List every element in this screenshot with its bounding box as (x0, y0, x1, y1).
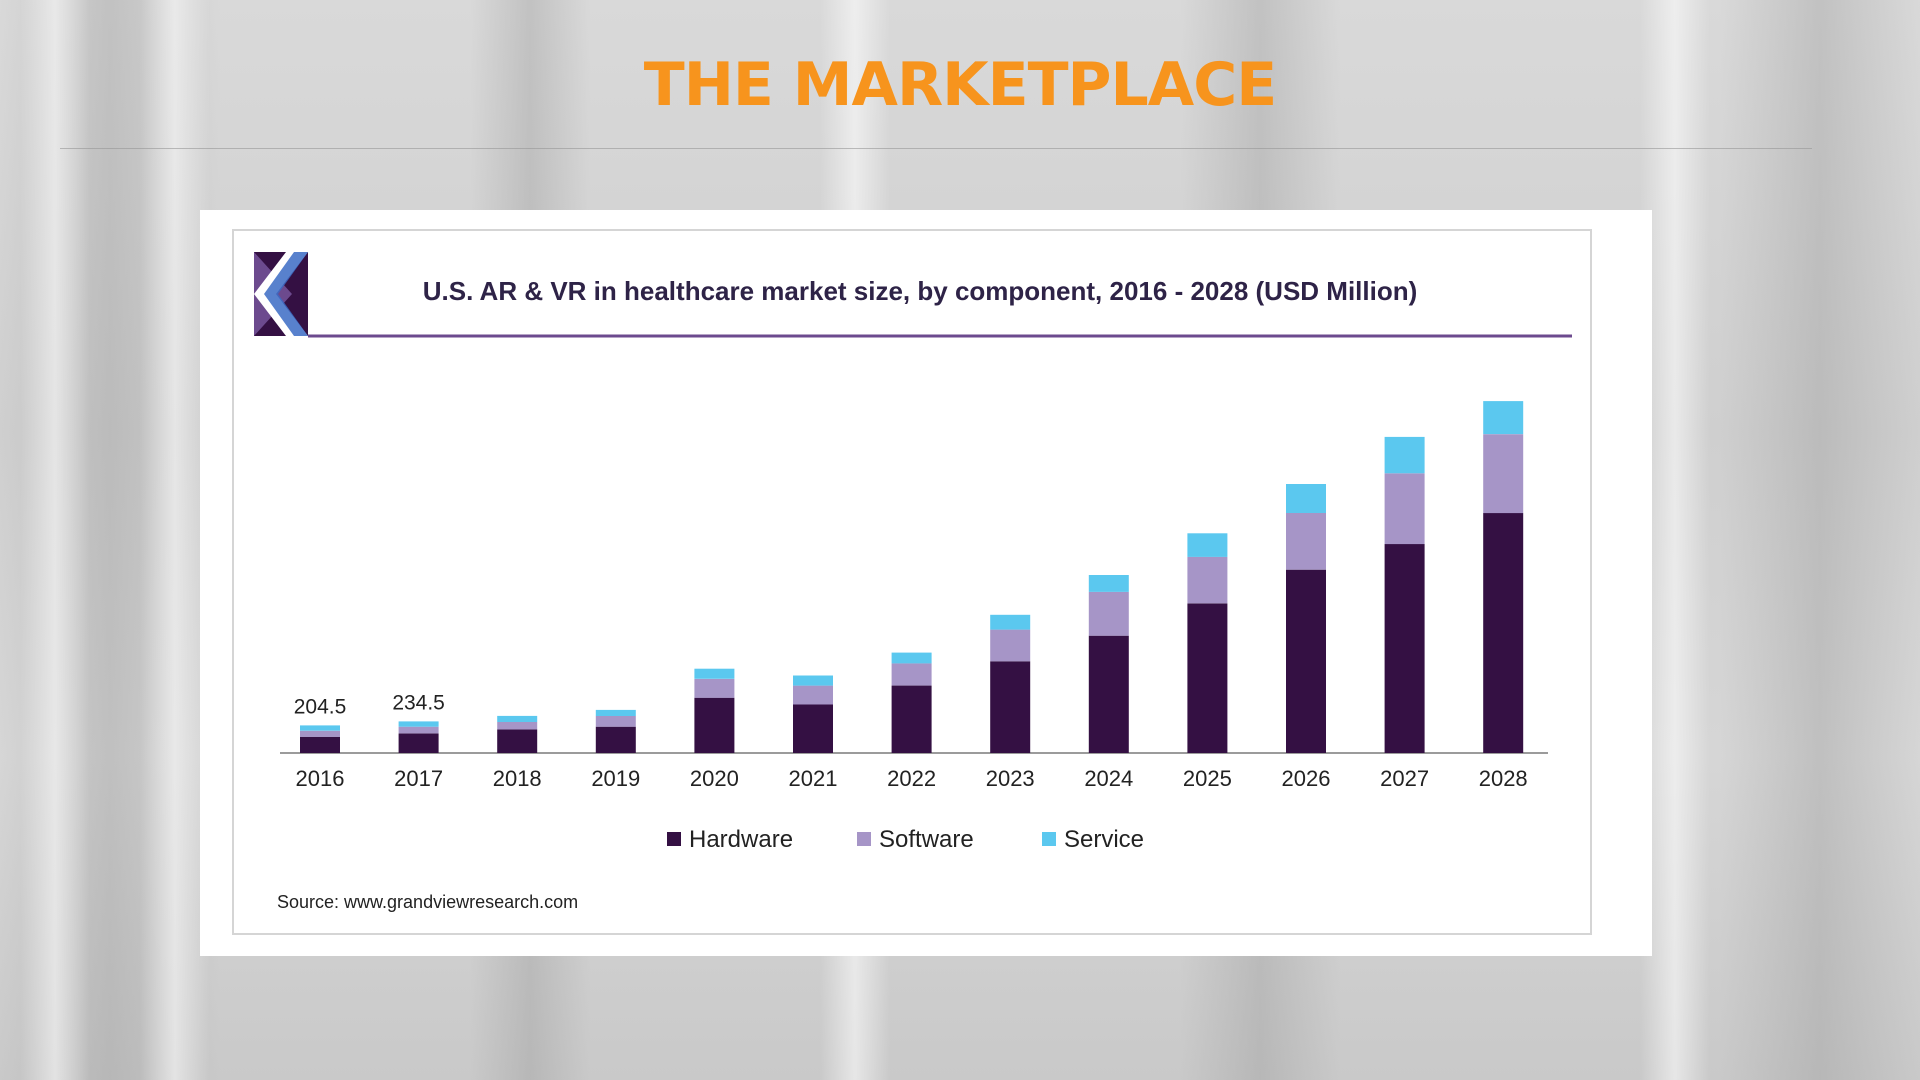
bar-software-2023 (990, 629, 1031, 662)
bar-software-2018 (497, 722, 538, 730)
bar-hardware-2020 (694, 697, 735, 753)
x-tick-label-2020: 2020 (690, 766, 739, 791)
bar-service-2022 (891, 652, 932, 664)
bar-hardware-2017 (398, 733, 439, 753)
bar-service-2025 (1187, 533, 1228, 557)
bars-group (300, 401, 1524, 753)
bar-hardware-2027 (1384, 544, 1425, 753)
x-tick-label-2019: 2019 (591, 766, 640, 791)
chart-source: Source: www.grandviewresearch.com (277, 892, 578, 912)
bar-service-2023 (990, 614, 1031, 630)
x-tick-label-2016: 2016 (296, 766, 345, 791)
legend-swatch-software (857, 832, 871, 846)
bar-hardware-2016 (300, 736, 340, 753)
publisher-logo-icon (254, 252, 308, 336)
bar-hardware-2021 (793, 704, 833, 753)
bar-service-2021 (793, 675, 833, 686)
data-label-2017: 234.5 (392, 691, 445, 714)
x-tick-label-2027: 2027 (1380, 766, 1429, 791)
bar-software-2021 (793, 685, 833, 705)
bar-hardware-2028 (1483, 513, 1524, 753)
bar-hardware-2022 (891, 685, 932, 753)
chart: U.S. AR & VR in healthcare market size, … (254, 252, 1572, 912)
bar-hardware-2024 (1088, 635, 1129, 753)
data-label-2016: 204.5 (294, 695, 347, 718)
bar-service-2024 (1088, 575, 1129, 592)
x-tick-label-2024: 2024 (1084, 766, 1133, 791)
legend-swatch-service (1042, 832, 1056, 846)
title-divider (60, 148, 1812, 149)
bar-software-2020 (694, 678, 735, 698)
bar-software-2026 (1286, 513, 1326, 570)
x-tick-label-2021: 2021 (789, 766, 838, 791)
bar-hardware-2018 (497, 729, 538, 753)
bar-hardware-2025 (1187, 603, 1228, 753)
bar-service-2016 (300, 725, 340, 731)
x-tick-labels: 2016 2017 2018 2019 2020 2021 2022 2023 2024 2025… (296, 766, 1528, 791)
bar-software-2017 (398, 726, 439, 734)
bar-software-2028 (1483, 434, 1524, 514)
bar-software-2027 (1384, 473, 1425, 545)
bar-software-2022 (891, 663, 932, 686)
slide-title: THE MARKETPLACE (643, 50, 1277, 120)
x-tick-label-2018: 2018 (493, 766, 542, 791)
x-tick-label-2017: 2017 (394, 766, 443, 791)
x-tick-label-2022: 2022 (887, 766, 936, 791)
legend-label-software: Software (879, 826, 974, 853)
bar-software-2016 (300, 730, 340, 737)
bar-service-2019 (595, 709, 636, 716)
bar-hardware-2019 (595, 726, 636, 753)
bar-service-2017 (398, 721, 439, 727)
legend: Hardware Software Service (667, 826, 1144, 853)
bar-service-2027 (1384, 436, 1425, 474)
x-tick-label-2028: 2028 (1479, 766, 1528, 791)
bar-software-2024 (1088, 591, 1129, 636)
bar-service-2018 (497, 715, 538, 722)
x-tick-label-2023: 2023 (986, 766, 1035, 791)
bar-service-2028 (1483, 401, 1524, 435)
legend-label-service: Service (1064, 826, 1144, 853)
chart-title: U.S. AR & VR in healthcare market size, … (423, 276, 1418, 306)
bar-hardware-2023 (990, 661, 1031, 753)
bar-hardware-2026 (1286, 569, 1326, 753)
data-labels: 204.5 234.5 (294, 691, 445, 718)
bar-service-2026 (1286, 484, 1326, 513)
x-tick-label-2026: 2026 (1282, 766, 1331, 791)
bar-software-2019 (595, 715, 636, 727)
legend-label-hardware: Hardware (689, 826, 793, 853)
legend-swatch-hardware (667, 832, 681, 846)
bar-software-2025 (1187, 556, 1228, 604)
chart-frame (232, 229, 1592, 935)
x-tick-label-2025: 2025 (1183, 766, 1232, 791)
bar-service-2020 (694, 668, 735, 679)
